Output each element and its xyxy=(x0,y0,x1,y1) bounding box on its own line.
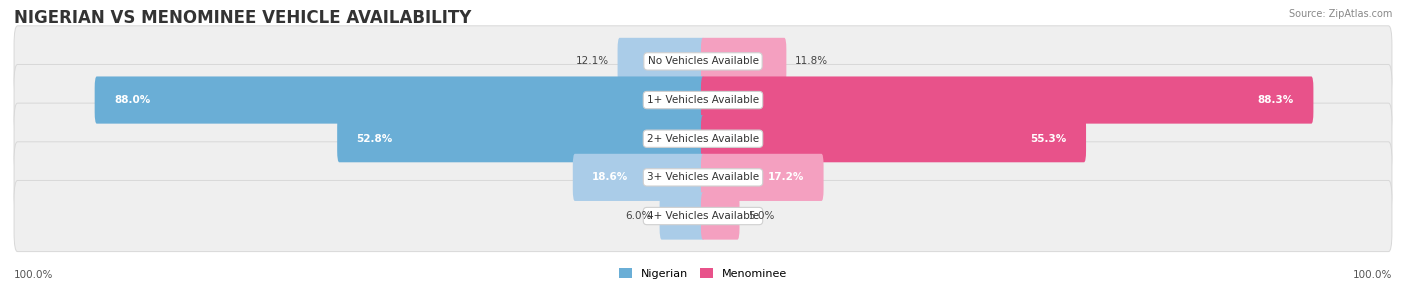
FancyBboxPatch shape xyxy=(659,192,704,240)
FancyBboxPatch shape xyxy=(14,142,1392,213)
FancyBboxPatch shape xyxy=(617,38,704,85)
FancyBboxPatch shape xyxy=(702,38,786,85)
Text: 3+ Vehicles Available: 3+ Vehicles Available xyxy=(647,172,759,182)
Text: 5.0%: 5.0% xyxy=(748,211,775,221)
Text: 1+ Vehicles Available: 1+ Vehicles Available xyxy=(647,95,759,105)
Legend: Nigerian, Menominee: Nigerian, Menominee xyxy=(614,264,792,283)
Text: 17.2%: 17.2% xyxy=(768,172,804,182)
FancyBboxPatch shape xyxy=(337,115,704,162)
FancyBboxPatch shape xyxy=(572,154,704,201)
Text: No Vehicles Available: No Vehicles Available xyxy=(648,56,758,66)
FancyBboxPatch shape xyxy=(14,103,1392,174)
Text: Source: ZipAtlas.com: Source: ZipAtlas.com xyxy=(1288,9,1392,19)
Text: 11.8%: 11.8% xyxy=(794,56,828,66)
Text: 6.0%: 6.0% xyxy=(624,211,651,221)
FancyBboxPatch shape xyxy=(14,180,1392,252)
FancyBboxPatch shape xyxy=(702,192,740,240)
Text: 2+ Vehicles Available: 2+ Vehicles Available xyxy=(647,134,759,144)
FancyBboxPatch shape xyxy=(94,76,704,124)
Text: 52.8%: 52.8% xyxy=(357,134,392,144)
Text: NIGERIAN VS MENOMINEE VEHICLE AVAILABILITY: NIGERIAN VS MENOMINEE VEHICLE AVAILABILI… xyxy=(14,9,471,27)
Text: 88.3%: 88.3% xyxy=(1258,95,1294,105)
Text: 4+ Vehicles Available: 4+ Vehicles Available xyxy=(647,211,759,221)
Text: 88.0%: 88.0% xyxy=(114,95,150,105)
Text: 12.1%: 12.1% xyxy=(576,56,609,66)
Text: 55.3%: 55.3% xyxy=(1031,134,1067,144)
FancyBboxPatch shape xyxy=(702,115,1085,162)
FancyBboxPatch shape xyxy=(14,64,1392,136)
FancyBboxPatch shape xyxy=(702,76,1313,124)
FancyBboxPatch shape xyxy=(14,26,1392,97)
Text: 100.0%: 100.0% xyxy=(14,270,53,280)
Text: 100.0%: 100.0% xyxy=(1353,270,1392,280)
FancyBboxPatch shape xyxy=(702,154,824,201)
Text: 18.6%: 18.6% xyxy=(592,172,628,182)
